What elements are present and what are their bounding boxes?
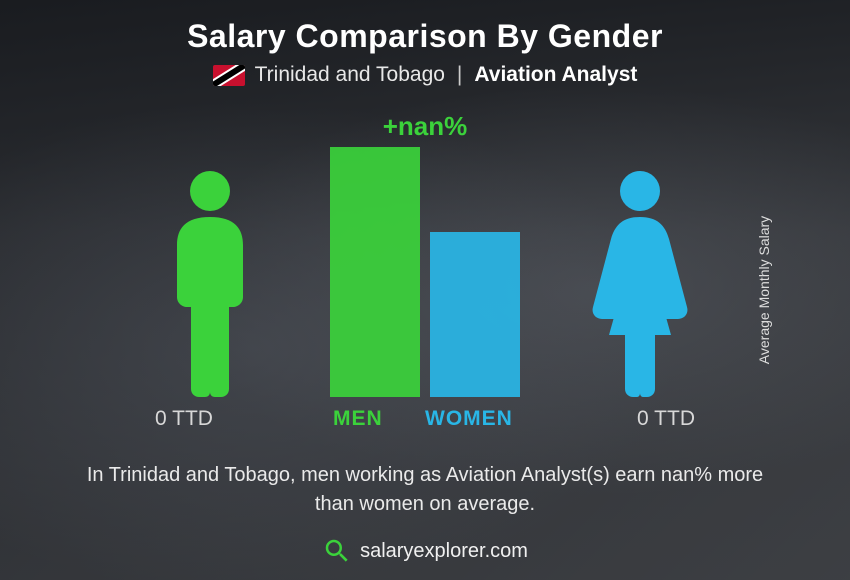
female-figure-icon <box>575 167 705 397</box>
female-salary-value: 0 TTD <box>637 407 695 431</box>
female-person-icon <box>575 167 705 397</box>
men-label: MEN <box>333 407 383 431</box>
footer: salaryexplorer.com <box>0 536 850 566</box>
bar-female <box>430 232 520 397</box>
male-person-icon <box>145 167 275 397</box>
summary-text: In Trinidad and Tobago, men working as A… <box>75 461 775 519</box>
page-title: Salary Comparison By Gender <box>0 0 850 55</box>
separator: | <box>457 63 462 87</box>
male-salary-value: 0 TTD <box>155 407 213 431</box>
footer-site: salaryexplorer.com <box>360 540 528 563</box>
bar-male <box>330 147 420 397</box>
flag-icon <box>213 65 245 86</box>
labels-row: 0 TTD MEN WOMEN 0 TTD <box>105 407 745 439</box>
subtitle-row: Trinidad and Tobago | Aviation Analyst <box>0 63 850 87</box>
male-figure-icon <box>145 167 275 397</box>
women-label: WOMEN <box>425 407 513 431</box>
chart-area: +nan% <box>105 117 745 397</box>
y-axis-label: Average Monthly Salary <box>756 216 772 364</box>
job-label: Aviation Analyst <box>474 63 637 87</box>
country-label: Trinidad and Tobago <box>255 63 445 87</box>
search-icon <box>322 536 352 566</box>
percent-diff-label: +nan% <box>383 111 468 142</box>
